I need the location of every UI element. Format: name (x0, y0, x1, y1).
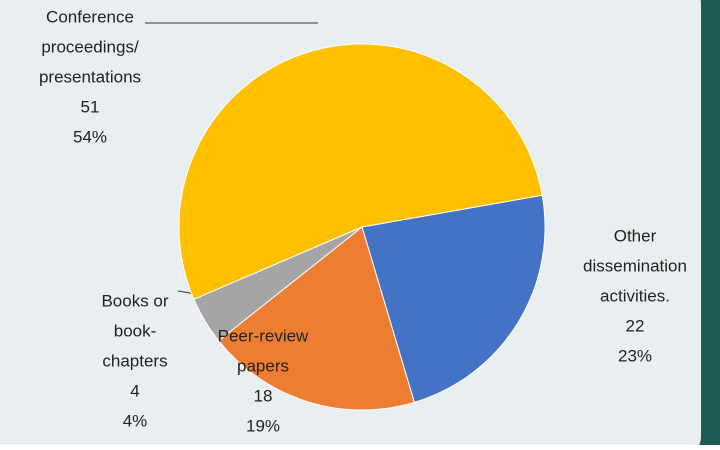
slice-label: Other (614, 226, 657, 245)
slice-label: presentations (39, 67, 141, 86)
slice-label: Conference (46, 7, 134, 26)
slice-label: activities. (600, 286, 670, 305)
percent-label: 4% (123, 411, 148, 430)
slice-label: dissemination (583, 256, 687, 275)
percent-label: 54% (73, 127, 107, 146)
pie-slice (361, 194, 546, 403)
slice-label: proceedings/ (41, 37, 139, 56)
percent-label: 19% (246, 416, 280, 435)
pie-slice (217, 226, 416, 411)
value-label: 22 (626, 316, 645, 335)
percent-label: 23% (618, 346, 652, 365)
slice-label: papers (237, 356, 289, 375)
slice-label: book- (114, 321, 157, 340)
value-label: 18 (254, 386, 273, 405)
value-label: 4 (130, 381, 139, 400)
pie-slice (178, 43, 543, 300)
slice-label: Books or (101, 291, 168, 310)
slice-label: Peer-review (218, 326, 309, 345)
value-label: 51 (81, 97, 100, 116)
slice-label: chapters (102, 351, 167, 370)
